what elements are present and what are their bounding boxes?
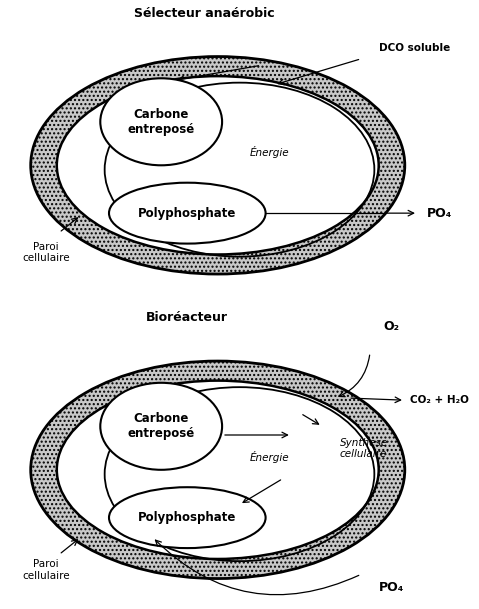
Text: Carbone
entreposé: Carbone entreposé bbox=[127, 412, 195, 440]
Ellipse shape bbox=[100, 79, 222, 165]
Text: CO₂ + H₂O: CO₂ + H₂O bbox=[410, 395, 469, 405]
Ellipse shape bbox=[31, 361, 405, 579]
Ellipse shape bbox=[109, 487, 265, 548]
Text: Énergie: Énergie bbox=[250, 451, 290, 463]
Text: Polyphosphate: Polyphosphate bbox=[138, 206, 237, 220]
Text: DCO soluble: DCO soluble bbox=[379, 43, 450, 53]
Text: PO₄: PO₄ bbox=[379, 581, 404, 594]
Ellipse shape bbox=[31, 57, 405, 274]
Ellipse shape bbox=[57, 76, 379, 255]
Ellipse shape bbox=[100, 383, 222, 470]
Text: PO₄: PO₄ bbox=[427, 206, 452, 220]
Text: Paroi
cellulaire: Paroi cellulaire bbox=[22, 242, 70, 263]
Text: Carbone
entreposé: Carbone entreposé bbox=[127, 108, 195, 136]
Text: Polyphosphate: Polyphosphate bbox=[138, 511, 237, 524]
Text: Paroi
cellulaire: Paroi cellulaire bbox=[22, 559, 70, 580]
Text: Sélecteur anaérobic: Sélecteur anaérobic bbox=[135, 7, 275, 19]
Ellipse shape bbox=[57, 381, 379, 559]
Text: Synthèse
cellulaire': Synthèse cellulaire' bbox=[340, 437, 390, 459]
Ellipse shape bbox=[109, 183, 265, 244]
Text: Bioréacteur: Bioréacteur bbox=[146, 311, 228, 324]
Text: Énergie: Énergie bbox=[250, 146, 290, 158]
Text: O₂: O₂ bbox=[384, 320, 400, 333]
